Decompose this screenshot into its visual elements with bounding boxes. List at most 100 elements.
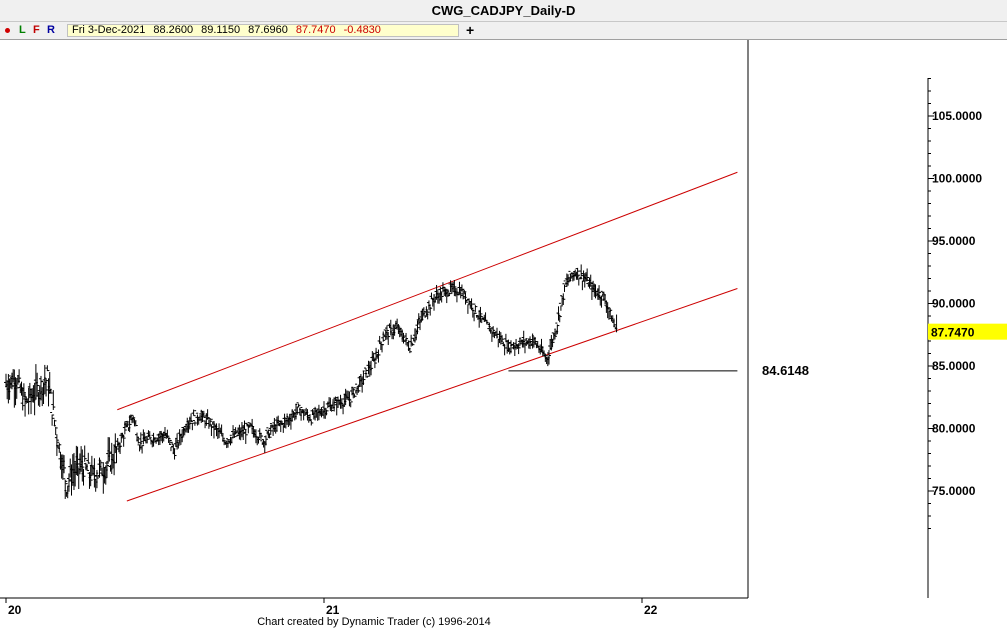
price-bar bbox=[550, 338, 555, 348]
channel-lower-line bbox=[126, 288, 738, 502]
y-tick-label: 105.0000 bbox=[932, 109, 982, 123]
price-bar bbox=[66, 473, 71, 492]
price-bar bbox=[259, 432, 264, 439]
price-bar bbox=[329, 404, 334, 412]
fixed-button[interactable]: F bbox=[33, 24, 40, 36]
price-bar bbox=[21, 383, 26, 398]
x-tick-label: 20 bbox=[8, 603, 22, 616]
price-bar bbox=[136, 436, 141, 444]
price-bar bbox=[147, 431, 152, 439]
price-bar bbox=[593, 284, 598, 299]
price-bar bbox=[314, 408, 319, 418]
price-bar bbox=[167, 437, 172, 445]
price-bar bbox=[114, 445, 119, 464]
price-bar bbox=[319, 407, 324, 418]
price-bar bbox=[423, 313, 428, 318]
price-bar bbox=[608, 307, 613, 318]
price-bar bbox=[107, 437, 112, 462]
quote-toolbar: L F R Fri 3-Dec-2021 88.2600 89.1150 87.696… bbox=[0, 22, 1007, 40]
price-bar bbox=[377, 335, 382, 345]
price-bar bbox=[309, 419, 314, 426]
price-bar bbox=[86, 452, 91, 464]
price-bar bbox=[85, 464, 90, 471]
price-bar bbox=[48, 389, 53, 394]
price-bar bbox=[566, 274, 571, 286]
price-bar bbox=[599, 295, 604, 308]
price-bar bbox=[428, 305, 433, 316]
price-bar bbox=[552, 330, 557, 340]
price-bar bbox=[465, 301, 470, 314]
quote-change: -0.4830 bbox=[343, 24, 381, 36]
price-bar bbox=[415, 320, 420, 335]
price-bar bbox=[361, 370, 366, 386]
price-bar bbox=[205, 409, 210, 420]
price-bar bbox=[351, 386, 356, 399]
price-bar bbox=[425, 309, 430, 320]
price-bar bbox=[112, 444, 117, 476]
price-bar bbox=[63, 478, 68, 499]
price-bar bbox=[266, 427, 271, 439]
price-bar bbox=[557, 313, 562, 323]
price-bar bbox=[53, 424, 58, 436]
refresh-button[interactable]: R bbox=[47, 24, 55, 36]
price-bar bbox=[347, 391, 352, 407]
quote-readout: Fri 3-Dec-2021 88.2600 89.1150 87.6960 87.74… bbox=[67, 24, 459, 37]
add-plus-icon[interactable]: + bbox=[466, 22, 475, 38]
price-bar bbox=[372, 357, 377, 369]
last-price-label: 87.7470 bbox=[931, 326, 975, 340]
price-bar bbox=[175, 433, 180, 450]
last-price-marker bbox=[928, 323, 1007, 340]
price-bar bbox=[17, 369, 22, 383]
y-tick-label: 90.0000 bbox=[932, 297, 976, 311]
price-bar bbox=[332, 397, 337, 412]
quote-low: 87.6960 bbox=[248, 24, 288, 36]
channel-upper-line bbox=[117, 171, 738, 411]
price-bar bbox=[88, 465, 93, 487]
price-bar bbox=[209, 424, 214, 436]
price-bar bbox=[386, 332, 391, 345]
price-bar bbox=[324, 407, 329, 416]
price-bar bbox=[35, 372, 40, 397]
price-bar bbox=[140, 442, 145, 454]
price-bar bbox=[118, 442, 123, 454]
price-bar bbox=[506, 339, 511, 352]
price-bar bbox=[407, 348, 412, 354]
price-bar bbox=[380, 341, 385, 353]
price-bar bbox=[577, 274, 582, 279]
price-bar bbox=[369, 360, 374, 376]
price-bar bbox=[388, 319, 393, 336]
price-bar bbox=[589, 284, 594, 300]
quote-high: 89.1150 bbox=[201, 24, 241, 36]
price-bar bbox=[168, 443, 173, 452]
price-bar bbox=[57, 441, 62, 453]
price-bar bbox=[256, 436, 261, 444]
price-bar bbox=[426, 300, 431, 310]
price-bar bbox=[461, 290, 466, 300]
price-bar bbox=[122, 421, 127, 435]
price-chart[interactable]: 84.6148 105.0000 100.0000 95.0000 90.0000 85… bbox=[0, 40, 1007, 616]
price-bar bbox=[365, 373, 370, 378]
price-bar bbox=[82, 445, 87, 462]
price-bar bbox=[54, 434, 59, 456]
price-bar bbox=[458, 287, 463, 299]
price-bar bbox=[190, 420, 195, 431]
y-tick-label: 100.0000 bbox=[932, 172, 982, 186]
price-bar bbox=[172, 448, 177, 460]
price-bar bbox=[473, 303, 478, 312]
price-bar bbox=[352, 393, 357, 398]
price-bar bbox=[404, 332, 409, 346]
lock-button[interactable]: L bbox=[19, 24, 26, 36]
price-bar bbox=[322, 401, 326, 419]
price-bar bbox=[558, 302, 563, 311]
x-tick-label: 22 bbox=[644, 603, 658, 616]
price-bar bbox=[182, 427, 187, 436]
quote-close: 87.7470 bbox=[295, 24, 336, 36]
price-bar bbox=[585, 268, 590, 282]
price-bar bbox=[161, 431, 166, 442]
price-bar bbox=[533, 337, 538, 345]
price-bar bbox=[381, 331, 386, 342]
price-bar bbox=[80, 449, 85, 482]
price-bar bbox=[597, 285, 602, 300]
price-bar bbox=[456, 291, 461, 296]
price-bar bbox=[288, 413, 293, 430]
